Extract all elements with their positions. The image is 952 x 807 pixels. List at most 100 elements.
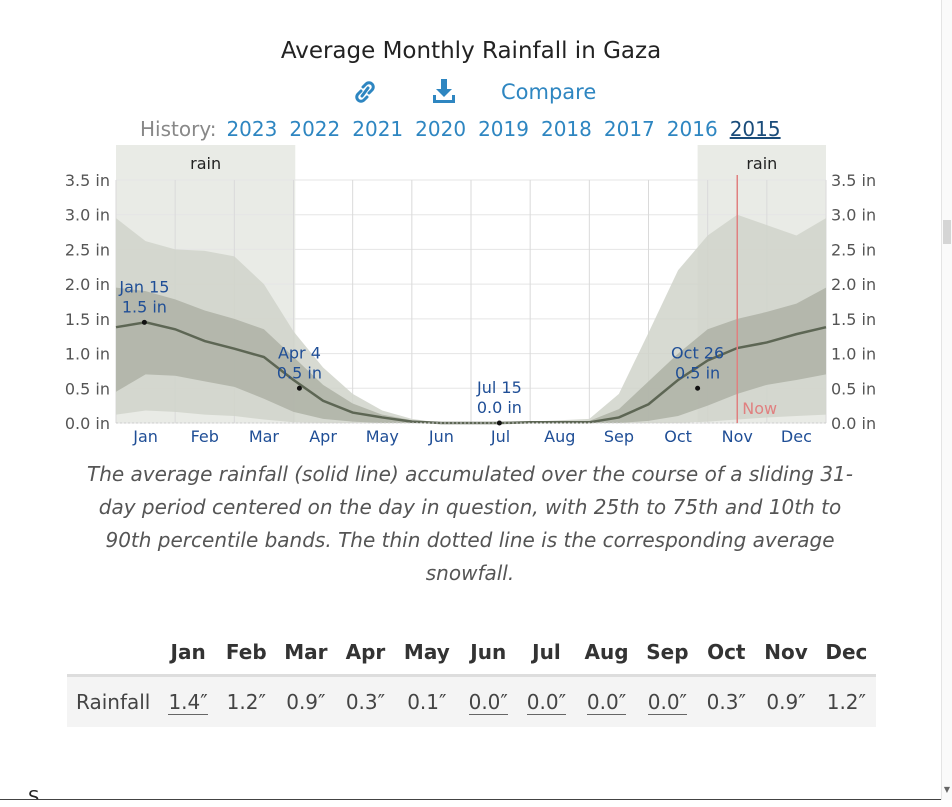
history-years: History: 2023 2022 2021 2020 2019 2018 2017 2016…	[140, 117, 793, 141]
scroll-down-arrow-icon[interactable]: ▼	[943, 785, 951, 794]
rainfall-value: 0.9″	[286, 690, 326, 714]
monthly-rainfall-table: Jan Feb Mar Apr May Jun Jul Aug Sep Oct …	[67, 636, 876, 727]
download-icon[interactable]	[431, 78, 457, 106]
y-tick-label-left: 3.5 in	[65, 171, 110, 190]
chart-actions: Compare	[0, 78, 942, 110]
annotation-value: 0.5 in	[277, 363, 322, 382]
annotation-date: Jan 15	[118, 277, 169, 296]
rainfall-chart: rain rain Now 0.0 in 0.0 in 0.5 in 0.5 in 1.0 i…	[65, 145, 876, 446]
rainfall-cell: 0.3″	[697, 675, 756, 727]
x-tick-label: Dec	[781, 427, 812, 446]
link-icon[interactable]	[352, 78, 378, 106]
history-label: History:	[140, 117, 217, 141]
month-header: Dec	[816, 636, 876, 677]
rainfall-value[interactable]: 1.4″	[168, 690, 208, 715]
y-tick-label-right: 3.5 in	[831, 171, 876, 190]
month-header: May	[394, 636, 460, 677]
rainfall-value: 0.3″	[706, 690, 746, 714]
y-tick-label-right: 2.0 in	[831, 275, 876, 294]
y-tick-label-right: 1.5 in	[831, 310, 876, 329]
history-year-2016[interactable]: 2016	[666, 117, 718, 141]
x-tick-label: Nov	[722, 427, 753, 446]
rainfall-cell: 0.3″	[336, 675, 395, 727]
average-rainfall-line	[115, 321, 827, 425]
annotation-point	[141, 319, 147, 325]
y-tick-label-left: 0.0 in	[65, 414, 110, 433]
month-header: Jan	[159, 636, 218, 677]
rainfall-cell[interactable]: 0.0″	[459, 675, 518, 727]
rainfall-cell[interactable]: 0.0″	[575, 675, 638, 727]
table-corner	[67, 636, 159, 677]
truncated-heading: S	[28, 787, 40, 799]
x-tick-label: Aug	[544, 427, 575, 446]
rainfall-value[interactable]: 0.0″	[526, 690, 567, 715]
rainfall-value[interactable]: 0.0″	[468, 690, 508, 715]
history-year-2015[interactable]: 2015	[729, 117, 781, 141]
x-tick-label: Jul	[490, 427, 510, 446]
y-tick-label-right: 0.5 in	[831, 379, 876, 398]
rainfall-value: 1.2″	[826, 690, 866, 714]
annotation-date: Jul 15	[476, 378, 522, 397]
y-tick-label-right: 1.0 in	[831, 345, 876, 364]
now-label: Now	[742, 399, 777, 418]
month-header: Jun	[459, 636, 518, 677]
table-row: Rainfall 1.4″ 1.2″ 0.9″ 0.3″ 0.1″ 0.0″ 0…	[67, 675, 876, 727]
annotation-value: 0.0 in	[477, 398, 522, 417]
x-tick-label: Sep	[604, 427, 634, 446]
annotation-value: 0.5 in	[675, 363, 720, 382]
chart-caption: The average rainfall (solid line) accumu…	[86, 462, 853, 585]
history-year-2021[interactable]: 2021	[352, 117, 404, 141]
rainfall-value: 0.3″	[345, 690, 386, 714]
history-year-2022[interactable]: 2022	[289, 117, 341, 141]
y-tick-label-left: 1.0 in	[65, 345, 110, 364]
y-tick-label-left: 3.0 in	[65, 206, 110, 225]
rain-season-label: rain	[190, 154, 221, 173]
month-header: Aug	[575, 636, 638, 677]
chart-title: Average Monthly Rainfall in Gaza	[280, 38, 662, 64]
rainfall-cell[interactable]: 1.4″	[159, 675, 218, 727]
rainfall-cell: 0.9″	[275, 675, 337, 727]
rainfall-value: 1.2″	[226, 690, 266, 714]
rainfall-cell: 0.9″	[755, 675, 817, 727]
y-tick-label-right: 2.5 in	[831, 240, 876, 259]
y-tick-label-right: 3.0 in	[831, 206, 876, 225]
month-header: Mar	[275, 636, 337, 677]
month-header: Feb	[217, 636, 276, 677]
x-tick-label: Apr	[309, 427, 337, 446]
row-label: Rainfall	[67, 675, 159, 727]
percentile-25-75-band	[116, 287, 826, 423]
y-tick-label-right: 0.0 in	[831, 414, 876, 433]
rainfall-value: 0.1″	[407, 690, 447, 714]
rainfall-cell[interactable]: 0.0″	[517, 675, 576, 727]
y-tick-label-left: 2.5 in	[65, 240, 110, 259]
y-tick-label-left: 2.0 in	[65, 275, 110, 294]
rainfall-value: 0.9″	[766, 690, 806, 714]
x-tick-label: Mar	[249, 427, 280, 446]
history-year-2020[interactable]: 2020	[415, 117, 467, 141]
rainfall-cell: 1.2″	[217, 675, 276, 727]
annotation-value: 1.5 in	[122, 297, 167, 316]
vertical-scrollbar[interactable]: ▼	[941, 0, 952, 800]
y-tick-label-left: 0.5 in	[65, 379, 110, 398]
x-tick-label: Jan	[132, 427, 158, 446]
rainfall-value[interactable]: 0.0″	[647, 690, 688, 715]
scrollbar-thumb[interactable]	[943, 220, 951, 244]
month-header: Apr	[336, 636, 395, 677]
rainfall-cell: 1.2″	[816, 675, 876, 727]
history-year-2018[interactable]: 2018	[540, 117, 592, 141]
rainfall-cell[interactable]: 0.0″	[637, 675, 698, 727]
annotation-point	[296, 385, 302, 391]
compare-link[interactable]: Compare	[501, 80, 597, 104]
annotation-date: Oct 26	[671, 343, 724, 362]
history-year-2023[interactable]: 2023	[226, 117, 278, 141]
history-year-2017[interactable]: 2017	[603, 117, 655, 141]
rain-season-label: rain	[746, 154, 777, 173]
x-tick-label: May	[366, 427, 399, 446]
rainfall-value[interactable]: 0.0″	[586, 690, 627, 715]
history-year-2019[interactable]: 2019	[478, 117, 529, 141]
month-header: Sep	[637, 636, 698, 677]
rainfall-cell: 0.1″	[394, 675, 460, 727]
x-tick-label: Jun	[428, 427, 454, 446]
y-tick-label-left: 1.5 in	[65, 310, 110, 329]
viewport-edge-line	[0, 799, 942, 800]
